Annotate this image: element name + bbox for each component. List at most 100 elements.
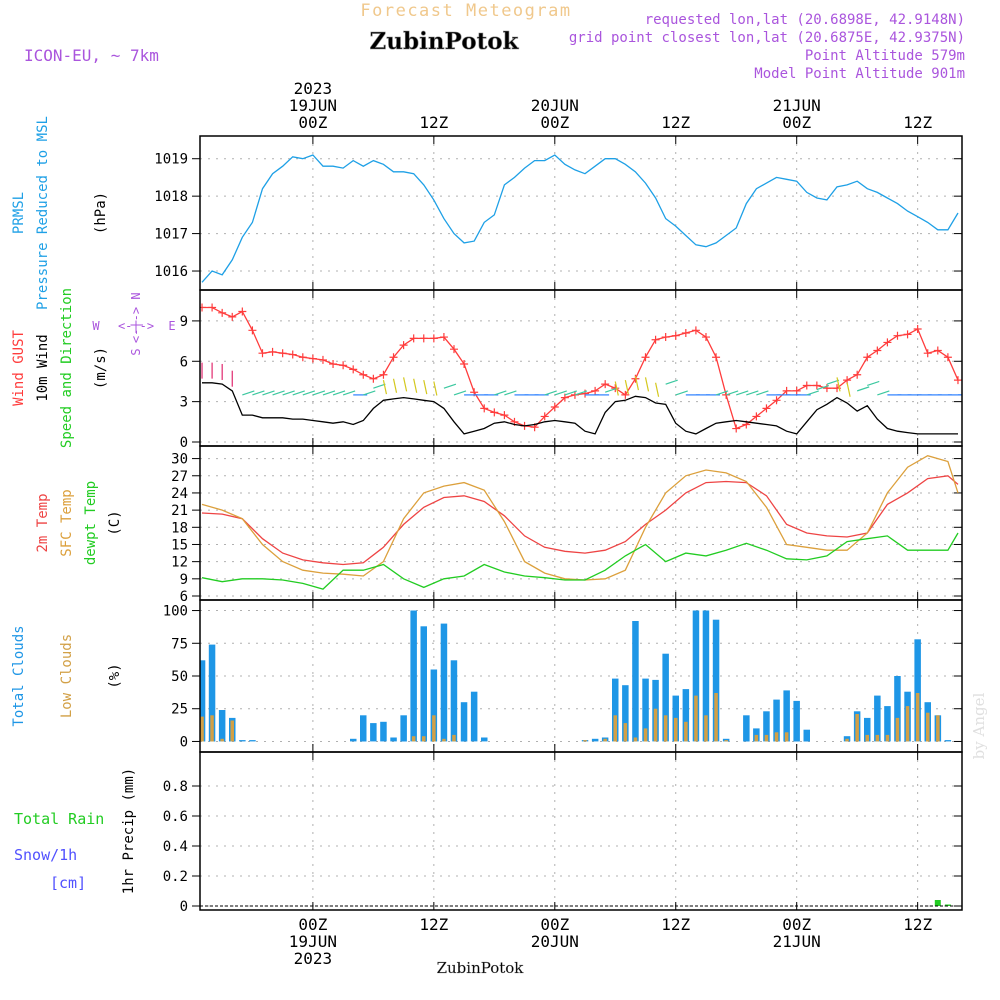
wind-arrow xyxy=(382,379,388,395)
gust-marker xyxy=(822,384,831,393)
gust-marker xyxy=(278,349,287,358)
gust-marker xyxy=(200,303,207,312)
wind-arrow xyxy=(302,390,315,396)
bar-low-clouds xyxy=(633,737,638,742)
bar-total-clouds xyxy=(803,729,810,742)
gust-marker xyxy=(591,386,600,395)
bar-low-clouds xyxy=(784,732,789,742)
y-tick-label: 1017 xyxy=(154,227,188,243)
gust-marker xyxy=(732,424,741,433)
time-label-bottom: 20JUN xyxy=(531,932,579,951)
plot-area xyxy=(200,900,962,907)
wind-arrow xyxy=(312,390,326,396)
bar-total-clouds xyxy=(218,710,226,742)
time-label-bottom: 12Z xyxy=(661,915,690,934)
time-label-top: 00Z xyxy=(782,113,811,132)
y-axis-label: Low Clouds xyxy=(59,634,75,718)
gust-marker xyxy=(802,381,811,390)
closest-coords: grid point closest lon,lat (20.6875E, 42… xyxy=(569,30,965,46)
bar-total-clouds xyxy=(450,660,458,742)
bar-total-clouds xyxy=(249,740,256,742)
wind-arrow xyxy=(836,377,841,392)
bar-total-clouds xyxy=(682,689,690,742)
gust-marker xyxy=(490,408,499,417)
time-label-bottom: 21JUN xyxy=(773,932,821,951)
gust-marker xyxy=(873,346,882,355)
time-label-bottom: 00Z xyxy=(540,915,569,934)
wind-arrow xyxy=(675,390,688,396)
y-tick-label: 0.6 xyxy=(163,809,188,825)
bar-low-clouds xyxy=(774,732,779,742)
wind-arrow xyxy=(392,378,398,393)
bar-total-clouds xyxy=(410,610,417,742)
gust-marker xyxy=(762,404,771,413)
compass-w: W xyxy=(92,319,100,333)
precip-legend-label: Total Rain xyxy=(14,810,104,828)
wind-arrow xyxy=(605,387,618,393)
wind-arrow xyxy=(504,390,517,396)
y-axis-label: Pressure Reduced to MSL xyxy=(35,116,51,310)
wind-arrow xyxy=(413,378,418,393)
model-altitude: Model Point Altitude 901m xyxy=(754,66,965,82)
wind-arrow xyxy=(554,390,567,396)
bar-low-clouds xyxy=(905,706,910,742)
gust-marker xyxy=(812,381,821,390)
wind-compass: N S W E <-|-> <-|-> xyxy=(92,292,175,355)
panel-frame xyxy=(199,445,963,601)
unit-label: (hPa) xyxy=(93,192,109,234)
wind-arrow xyxy=(252,390,265,396)
panel-frame xyxy=(199,751,963,911)
wind-arrow xyxy=(242,390,255,396)
y-axis-label: dewpt Temp xyxy=(83,481,99,565)
bar-total-clouds xyxy=(591,738,599,742)
wind-arrow xyxy=(655,382,660,397)
bar-total-clouds xyxy=(874,695,881,742)
gust-marker xyxy=(429,334,438,343)
bar-total-clouds xyxy=(642,678,649,742)
bar-total-clouds xyxy=(481,737,488,742)
gust-marker xyxy=(298,353,307,362)
gust-marker xyxy=(208,303,217,312)
y-tick-label: 9 xyxy=(180,572,188,588)
compass-e: E xyxy=(168,319,175,333)
bar-total-clouds xyxy=(914,639,921,742)
bar-low-clouds xyxy=(875,734,880,742)
gust-marker xyxy=(238,307,247,316)
bar-total-clouds xyxy=(622,685,629,742)
wind-arrow xyxy=(262,390,275,396)
plot-area xyxy=(201,454,959,590)
wind-arrow xyxy=(322,390,336,396)
gust-marker xyxy=(560,393,569,402)
y-tick-label: 24 xyxy=(171,486,188,502)
wind-arrow xyxy=(574,390,588,396)
gust-marker xyxy=(399,341,408,350)
gust-marker xyxy=(792,386,801,395)
gust-marker xyxy=(712,353,721,362)
gust-marker xyxy=(450,345,458,354)
wind-arrow xyxy=(453,390,467,396)
panel-clouds: 0 25 50 75 100 Total Clouds Low Clouds (%) xyxy=(11,599,963,753)
bar-total-clouds xyxy=(702,610,710,742)
time-label-top: 00Z xyxy=(298,113,327,132)
bar-total-rain xyxy=(944,904,951,906)
bar-total-clouds xyxy=(460,702,468,742)
gust-marker xyxy=(359,370,368,379)
plot-area xyxy=(200,303,962,435)
wind-arrow xyxy=(856,386,870,392)
compass-arrows: <-|-> xyxy=(118,319,154,333)
bar-low-clouds xyxy=(663,715,668,742)
bar-low-clouds xyxy=(926,712,930,742)
y-tick-label: 1018 xyxy=(154,189,188,205)
gust-marker xyxy=(389,353,398,362)
bar-low-clouds xyxy=(855,714,859,742)
footer-location: ZubinPotok xyxy=(437,959,525,977)
precip-legend-label: Snow/1h xyxy=(14,846,77,864)
gust-marker xyxy=(701,333,710,342)
plot-area xyxy=(200,610,952,742)
gust-marker xyxy=(863,353,872,362)
y-tick-label: 27 xyxy=(171,469,188,485)
bar-low-clouds xyxy=(674,717,678,742)
time-label-top: 12Z xyxy=(419,113,448,132)
gust-marker xyxy=(349,365,358,374)
wind-arrow xyxy=(544,390,557,396)
